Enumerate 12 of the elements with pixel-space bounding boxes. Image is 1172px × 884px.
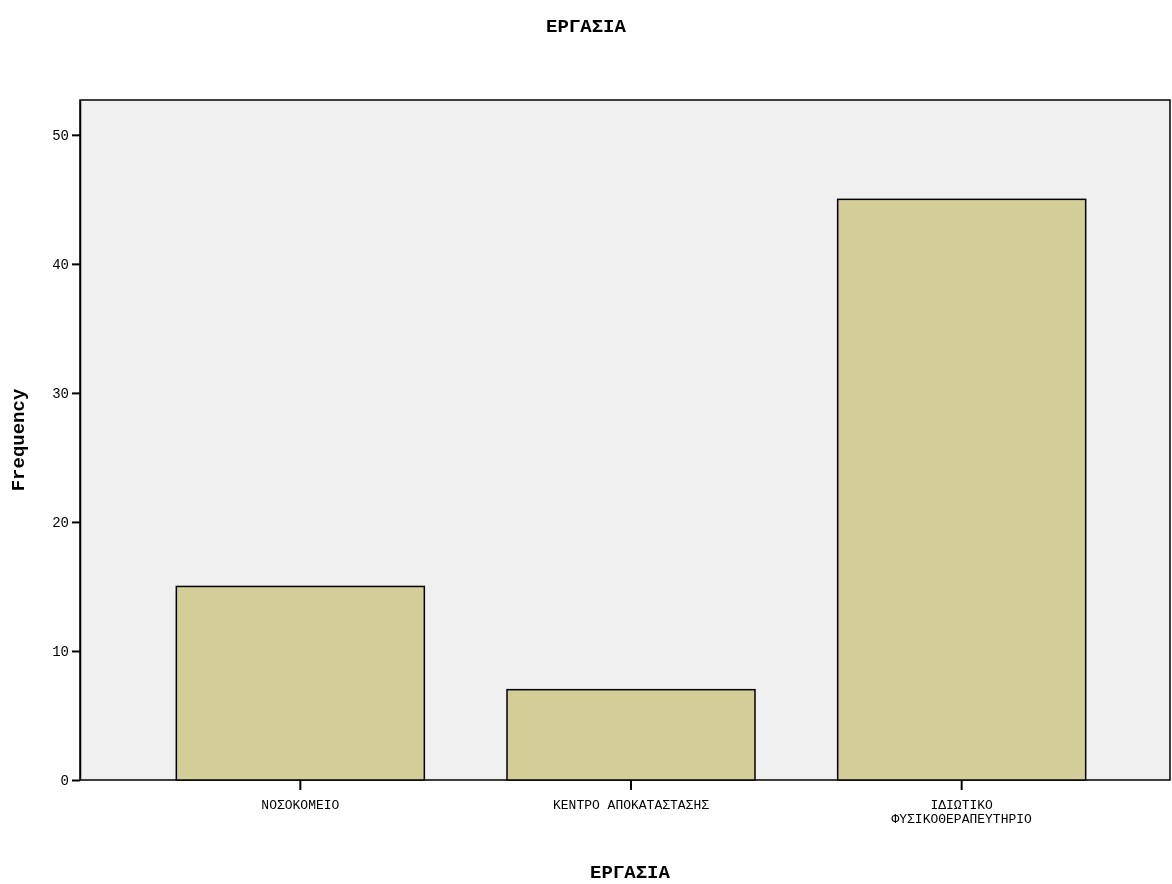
y-tick-label: 50 [52, 127, 69, 144]
x-tick-label: ΚΕΝΤΡΟ ΑΠΟΚΑΤΑΣΤΑΣΗΣ [552, 797, 710, 813]
x-tick-label: ΙΔΙΩΤΙΚΟ ΦΥΣΙΚΟΘΕΡΑΠΕΥΤΗΡΙΟ [891, 797, 1033, 827]
x-tick-label: ΝΟΣΟΚΟΜΕΙΟ [261, 797, 340, 813]
x-axis-title: ΕΡΓΑΣΙΑ [590, 862, 671, 884]
y-axis-title: Frequency [8, 388, 30, 492]
y-tick-label: 10 [52, 643, 69, 660]
chart-title: ΕΡΓΑΣΙΑ [546, 16, 627, 38]
y-tick-label: 30 [52, 385, 69, 402]
y-tick-label: 0 [60, 772, 69, 789]
y-tick-label: 20 [52, 514, 69, 531]
y-tick-label: 40 [52, 256, 69, 273]
